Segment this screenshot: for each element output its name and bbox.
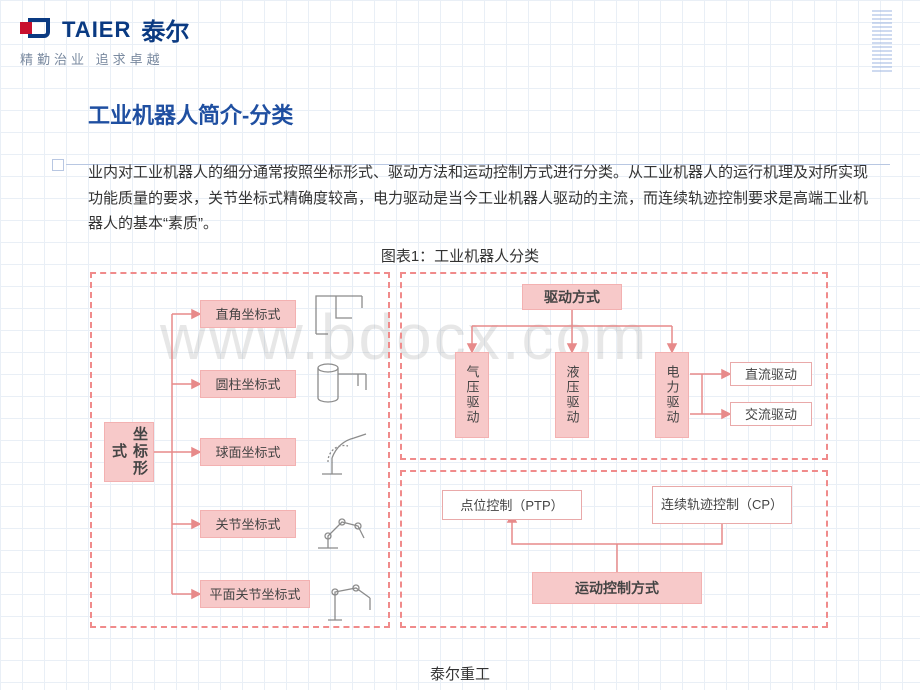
node-ac-drive: 交流驱动 — [730, 402, 812, 426]
node-cartesian: 直角坐标式 — [200, 300, 296, 328]
node-cp: 连续轨迹控制（CP） — [652, 486, 792, 524]
panel-coordinate: 坐标形式 直角坐标式 圆柱坐标式 球面坐标式 关节坐标式 平面关节坐标式 — [90, 272, 390, 628]
logo-cn: 泰尔 — [141, 12, 189, 47]
decor-stripes-icon — [872, 8, 892, 72]
node-motion-root: 运动控制方式 — [532, 572, 702, 604]
node-coordinate-root: 坐标形式 — [104, 422, 154, 482]
articulated-robot-icon — [308, 496, 378, 554]
chart-title: 图表1：工业机器人分类 — [0, 245, 920, 266]
logo: TAIER 泰尔 — [20, 12, 900, 47]
spherical-robot-icon — [308, 424, 378, 482]
panel-drive: 驱动方式 气压驱动 液压驱动 电力驱动 直流驱动 交流驱动 — [400, 272, 828, 460]
node-drive-root: 驱动方式 — [522, 284, 622, 310]
node-hydraulic: 液压驱动 — [555, 352, 589, 438]
logo-mark-icon — [20, 18, 54, 42]
cartesian-robot-icon — [308, 284, 378, 342]
node-articulated: 关节坐标式 — [200, 510, 296, 538]
panel-motion: 点位控制（PTP） 连续轨迹控制（CP） 运动控制方式 — [400, 470, 828, 628]
logo-latin: TAIER — [62, 17, 131, 43]
footer-text: 泰尔重工 — [0, 663, 920, 684]
node-ptp: 点位控制（PTP） — [442, 490, 582, 520]
node-scara: 平面关节坐标式 — [200, 580, 310, 608]
node-dc-drive: 直流驱动 — [730, 362, 812, 386]
node-pneumatic: 气压驱动 — [455, 352, 489, 438]
cylindrical-robot-icon — [308, 354, 378, 412]
scara-robot-icon — [316, 568, 386, 626]
header: TAIER 泰尔 精勤治业 追求卓越 — [0, 0, 920, 74]
classification-diagram: 坐标形式 直角坐标式 圆柱坐标式 球面坐标式 关节坐标式 平面关节坐标式 — [90, 272, 830, 632]
node-cylindrical: 圆柱坐标式 — [200, 370, 296, 398]
page-title: 工业机器人简介-分类 — [88, 98, 920, 130]
node-spherical: 球面坐标式 — [200, 438, 296, 466]
logo-tagline: 精勤治业 追求卓越 — [20, 49, 900, 68]
node-electric: 电力驱动 — [655, 352, 689, 438]
body-paragraph: 业内对工业机器人的细分通常按照坐标形式、驱动方法和运动控制方式进行分类。从工业机… — [88, 160, 870, 237]
